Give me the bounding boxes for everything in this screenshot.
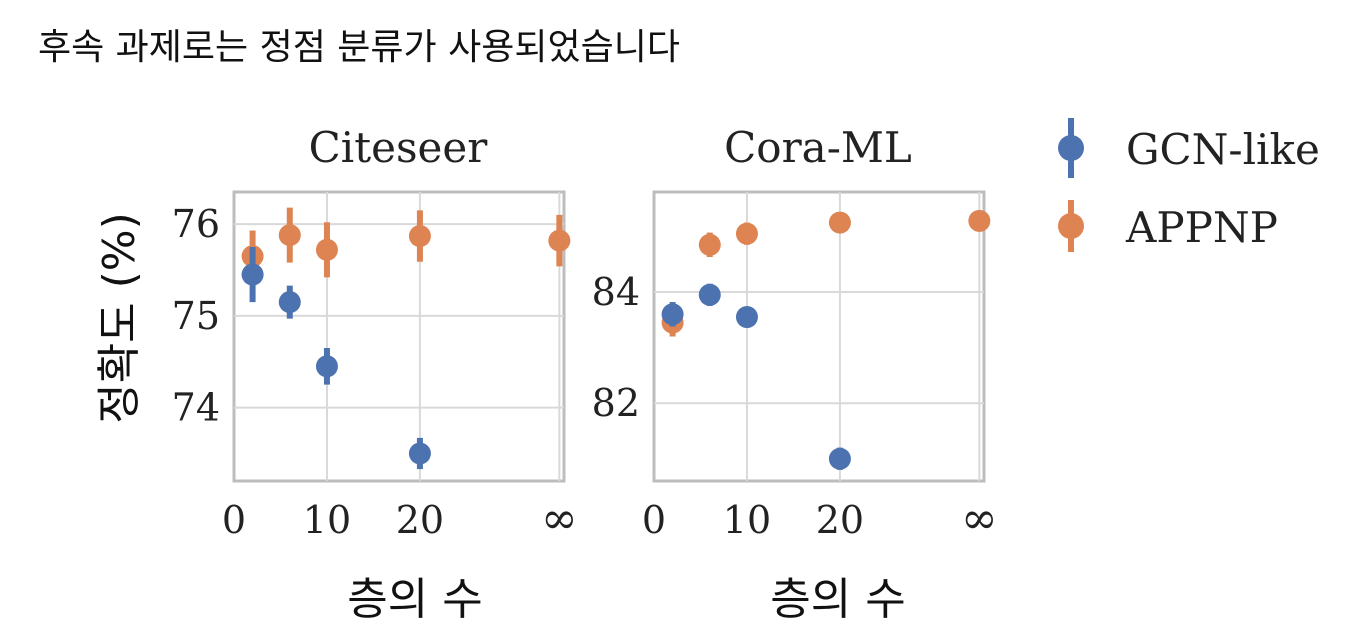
x-tick-label: ∞ <box>961 493 998 544</box>
data-marks <box>661 209 991 470</box>
chart-title: Cora-ML <box>724 123 912 172</box>
y-tick-label: 82 <box>592 381 640 425</box>
y-tick-labels: 74 75 76 <box>172 202 220 429</box>
point-gcn-like <box>735 306 758 329</box>
x-tick-labels: 0 10 20 ∞ <box>642 493 998 544</box>
x-tick-label: 0 <box>222 498 246 542</box>
point-gcn-like <box>661 303 684 326</box>
y-tick-label: 84 <box>592 270 640 314</box>
legend-item-appnp: APPNP <box>1058 200 1278 252</box>
x-tick-labels: 0 10 20 ∞ <box>222 493 578 544</box>
point-gcn-like <box>315 355 338 378</box>
legend: GCN-like APPNP <box>1058 118 1320 252</box>
y-tick-label: 75 <box>172 294 220 338</box>
y-axis-label: 정확도 (%) <box>94 212 145 424</box>
x-tick-label: 20 <box>816 498 864 542</box>
point-appnp <box>408 225 431 248</box>
point-gcn-like <box>698 283 721 306</box>
x-tick-label: ∞ <box>541 493 578 544</box>
data-marks <box>241 207 571 470</box>
point-appnp <box>315 238 338 261</box>
point-appnp <box>548 229 571 252</box>
point-appnp <box>278 224 301 247</box>
point-gcn-like <box>828 447 851 470</box>
point-gcn-like <box>241 263 264 286</box>
x-tick-label: 20 <box>396 498 444 542</box>
legend-label-appnp: APPNP <box>1125 203 1278 252</box>
chart-title: Citeseer <box>309 123 489 172</box>
y-tick-labels: 82 84 <box>592 270 640 425</box>
x-axis-label: 층의 수 <box>770 574 905 625</box>
y-tick-label: 74 <box>172 386 220 430</box>
x-tick-label: 10 <box>723 498 771 542</box>
panel-citeseer: Citeseer 0 10 20 ∞ 74 75 76 층의 수 <box>172 123 578 625</box>
legend-item-gcn-like: GCN-like <box>1058 118 1320 178</box>
plot-frame <box>652 190 986 483</box>
point-appnp <box>968 209 991 232</box>
point-appnp <box>735 222 758 245</box>
point-gcn-like <box>408 442 431 465</box>
point-appnp <box>698 233 721 256</box>
x-axis-label: 층의 수 <box>347 574 482 625</box>
legend-marker-appnp <box>1058 213 1084 239</box>
legend-marker-gcn-like <box>1058 135 1084 161</box>
panel-cora-ml: Cora-ML 0 10 20 ∞ 82 84 층의 수 <box>592 123 998 625</box>
x-tick-label: 10 <box>303 498 351 542</box>
point-gcn-like <box>278 291 301 314</box>
legend-label-gcn-like: GCN-like <box>1126 125 1320 174</box>
page-caption: 후속 과제로는 정점 분류가 사용되었습니다 <box>38 27 680 68</box>
y-tick-label: 76 <box>172 202 220 246</box>
x-tick-label: 0 <box>642 498 666 542</box>
point-appnp <box>828 211 851 234</box>
